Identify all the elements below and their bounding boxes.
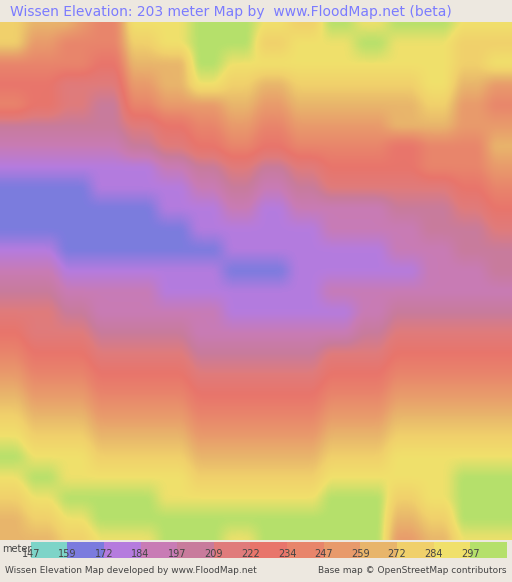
Text: 247: 247 [314, 549, 333, 559]
Text: 272: 272 [388, 549, 407, 559]
Text: 234: 234 [278, 549, 296, 559]
Bar [141, 542, 177, 558]
Bar [177, 542, 214, 558]
Bar [68, 542, 104, 558]
Text: Wissen Elevation Map developed by www.FloodMap.net: Wissen Elevation Map developed by www.Fl… [5, 566, 257, 576]
Text: 209: 209 [205, 549, 223, 559]
Text: 159: 159 [58, 549, 77, 559]
Bar [250, 542, 287, 558]
Bar [104, 542, 141, 558]
Bar [470, 542, 507, 558]
Text: Wissen Elevation: 203 meter Map by  www.FloodMap.net (beta): Wissen Elevation: 203 meter Map by www.F… [10, 5, 452, 19]
Text: 184: 184 [132, 549, 150, 559]
Text: Base map © OpenStreetMap contributors: Base map © OpenStreetMap contributors [318, 566, 507, 576]
Bar [397, 542, 434, 558]
Text: 172: 172 [95, 549, 113, 559]
Text: 197: 197 [168, 549, 186, 559]
Bar [287, 542, 324, 558]
Bar [324, 542, 360, 558]
Text: meter: meter [3, 544, 32, 553]
Text: 284: 284 [424, 549, 443, 559]
Bar [434, 542, 470, 558]
Bar [360, 542, 397, 558]
Bar [214, 542, 250, 558]
Text: 259: 259 [351, 549, 370, 559]
Text: 222: 222 [241, 549, 260, 559]
Text: 147: 147 [22, 549, 40, 559]
Bar [31, 542, 68, 558]
Text: 297: 297 [461, 549, 480, 559]
